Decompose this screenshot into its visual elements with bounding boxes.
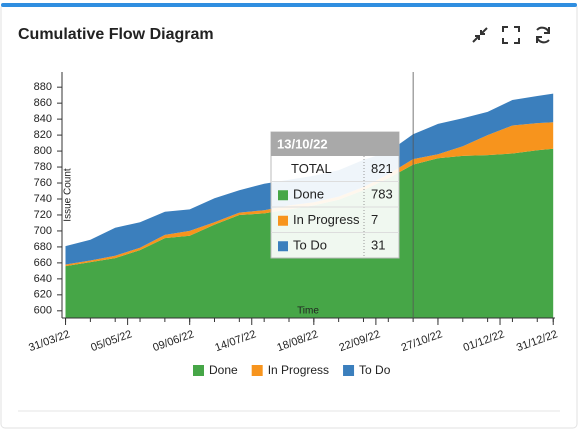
tooltip-label: In Progress (293, 212, 360, 227)
tooltip-swatch (278, 190, 288, 201)
y-tick-label: 660 (34, 257, 52, 269)
collapse-icon[interactable] (472, 27, 488, 43)
y-tick-label: 740 (34, 193, 52, 205)
tooltip-value: 7 (371, 212, 378, 227)
card-accent (1, 3, 577, 7)
tooltip-label: TOTAL (291, 161, 332, 176)
tooltip-label: Done (293, 187, 324, 202)
y-tick-label: 840 (34, 113, 52, 125)
tooltip-date: 13/10/22 (277, 136, 328, 151)
legend-swatch (343, 365, 355, 376)
tooltip-swatch (278, 215, 288, 226)
x-axis-title: Time (297, 306, 319, 317)
y-tick-label: 600 (34, 305, 52, 317)
tooltip-value: 31 (371, 238, 385, 253)
tooltip-value: 783 (371, 187, 393, 202)
fullscreen-icon[interactable] (502, 26, 520, 44)
tooltip-label: To Do (293, 238, 327, 253)
legend-label: To Do (359, 363, 391, 377)
y-tick-label: 680 (34, 241, 52, 253)
tooltip-header (271, 132, 399, 156)
y-tick-label: 800 (34, 145, 52, 157)
legend-label: Done (209, 363, 238, 377)
refresh-icon[interactable] (536, 26, 550, 44)
y-tick-label: 860 (34, 97, 52, 109)
y-tick-label: 720 (34, 209, 52, 221)
y-tick-label: 820 (34, 129, 52, 141)
y-axis-title: Issue Count (63, 168, 74, 222)
chart-title: Cumulative Flow Diagram (18, 26, 214, 43)
legend-label: In Progress (268, 363, 329, 377)
y-tick-label: 640 (34, 273, 52, 285)
toolbar (472, 26, 550, 44)
y-tick-label: 880 (34, 81, 52, 93)
y-tick-label: 700 (34, 225, 52, 237)
y-tick-label: 620 (34, 289, 52, 301)
tooltip-swatch (278, 241, 288, 252)
y-tick-label: 780 (34, 161, 52, 173)
legend-swatch (251, 365, 263, 376)
tooltip-value: 821 (371, 161, 393, 176)
legend-swatch (193, 365, 204, 376)
y-tick-label: 760 (34, 177, 52, 189)
area (65, 122, 554, 267)
